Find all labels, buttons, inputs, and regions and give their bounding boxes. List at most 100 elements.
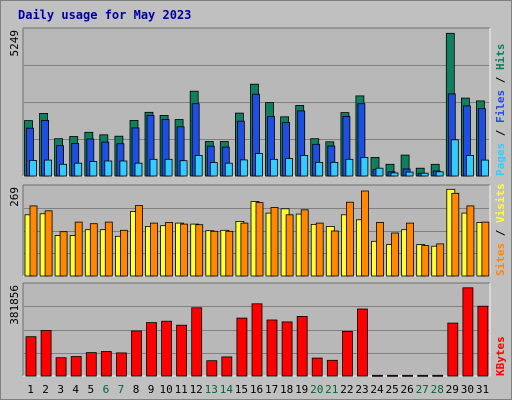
bar-kbytes-day-13 <box>206 360 218 377</box>
bar-kbytes-day-3 <box>55 357 67 377</box>
bar-kbytes-day-5 <box>85 352 97 377</box>
legend-kbytes: KBytes <box>494 336 507 376</box>
bar-sites-day-28 <box>436 243 445 277</box>
x-tick-label-day-17: 17 <box>265 383 278 396</box>
bar-pages-day-15 <box>239 159 248 177</box>
bar-sites-day-4 <box>74 221 83 277</box>
bar-pages-day-17 <box>270 158 278 177</box>
bar-sites-day-1 <box>29 205 38 277</box>
bar-pages-day-19 <box>300 154 309 177</box>
x-tick-label-day-1: 1 <box>27 383 34 396</box>
bar-sites-day-22 <box>345 201 354 277</box>
panel-bottom-legend-text: KBytes <box>494 336 507 376</box>
panel-middle-legend: Sites / Visits <box>494 183 507 276</box>
bar-kbytes-day-16 <box>251 303 263 377</box>
bar-sites-day-9 <box>150 222 158 277</box>
bar-sites-day-5 <box>89 223 98 277</box>
bar-pages-day-18 <box>285 158 294 177</box>
bar-kbytes-day-22 <box>341 330 353 377</box>
bar-kbytes-day-23 <box>356 308 368 377</box>
bar-pages-day-21 <box>330 161 339 177</box>
panel-bottom: 381856 KBytes <box>8 282 507 377</box>
panel-top-max-label: 5249 <box>8 30 21 57</box>
bar-sites-day-3 <box>59 231 68 277</box>
bar-sites-day-17 <box>270 207 279 277</box>
bar-kbytes-day-21 <box>326 359 338 377</box>
bar-sites-day-23 <box>360 190 369 277</box>
bar-kbytes-day-10 <box>161 320 173 377</box>
bar-sites-day-30 <box>466 205 475 277</box>
bar-pages-day-28 <box>435 171 444 177</box>
x-tick-label-day-23: 23 <box>355 383 368 396</box>
bar-pages-day-31 <box>480 159 489 177</box>
panel-middle: 269 Sites / Visits <box>8 183 507 277</box>
x-tick-label-day-22: 22 <box>340 383 353 396</box>
bar-kbytes-day-8 <box>131 330 142 377</box>
bar-kbytes-day-28 <box>432 374 444 377</box>
x-tick-label-day-19: 19 <box>295 383 308 396</box>
bar-pages-day-26 <box>405 171 414 177</box>
bar-sites-day-18 <box>285 214 294 277</box>
legend-sites: Sites <box>494 243 507 276</box>
bar-kbytes-day-2 <box>40 330 52 377</box>
bar-kbytes-day-12 <box>191 307 203 377</box>
x-tick-label-day-31: 31 <box>476 383 489 396</box>
bar-pages-day-22 <box>345 158 354 177</box>
bar-pages-day-11 <box>179 160 188 177</box>
x-tick-label-day-6: 6 <box>103 383 110 396</box>
bar-kbytes-day-9 <box>146 322 157 377</box>
panel-middle-legend-text: Sites / Visits <box>494 183 507 276</box>
bar-sites-day-25 <box>391 232 399 277</box>
bar-pages-day-10 <box>164 158 173 177</box>
legend-separator: / <box>494 70 507 90</box>
bar-sites-day-10 <box>165 221 174 277</box>
bar-pages-day-20 <box>315 161 324 177</box>
x-tick-label-day-15: 15 <box>235 383 248 396</box>
bar-kbytes-day-20 <box>311 357 323 377</box>
bar-pages-day-7 <box>119 160 128 177</box>
bar-pages-day-30 <box>465 154 474 177</box>
x-tick-label-day-2: 2 <box>42 383 49 396</box>
x-tick-label-day-29: 29 <box>446 383 459 396</box>
bar-pages-day-16 <box>255 153 263 177</box>
x-tick-label-day-25: 25 <box>385 383 398 396</box>
x-tick-label-day-18: 18 <box>280 383 293 396</box>
bar-pages-day-9 <box>149 158 158 177</box>
bar-sites-day-7 <box>120 229 128 277</box>
bar-pages-day-23 <box>360 156 369 177</box>
bar-pages-day-4 <box>74 162 83 177</box>
bar-kbytes-day-19 <box>296 315 308 377</box>
bar-sites-day-26 <box>406 222 415 277</box>
bar-kbytes-day-11 <box>176 324 188 377</box>
bar-kbytes-day-17 <box>266 319 278 377</box>
x-tick-label-day-14: 14 <box>220 383 234 396</box>
legend-separator: / <box>494 123 507 143</box>
bar-pages-day-14 <box>224 162 233 177</box>
bar-kbytes-day-1 <box>25 336 37 377</box>
x-tick-label-day-9: 9 <box>148 383 155 396</box>
x-tick-label-day-7: 7 <box>118 383 125 396</box>
legend-visits: Visits <box>494 183 507 223</box>
bar-kbytes-day-6 <box>100 351 112 377</box>
bar-kbytes-day-29 <box>447 322 459 377</box>
legend-files: Files <box>494 90 507 123</box>
bar-kbytes-day-15 <box>236 317 248 377</box>
bar-sites-day-31 <box>481 221 490 277</box>
bar-kbytes-day-31 <box>477 305 489 377</box>
bar-pages-day-8 <box>134 162 143 177</box>
x-tick-label-day-5: 5 <box>87 383 94 396</box>
bar-pages-day-27 <box>420 172 429 177</box>
x-tick-label-day-28: 28 <box>431 383 444 396</box>
bar-kbytes-day-24 <box>372 374 383 377</box>
x-tick-label-day-16: 16 <box>250 383 263 396</box>
bar-sites-day-11 <box>180 223 189 277</box>
bar-kbytes-day-27 <box>417 374 429 377</box>
legend-pages: Pages <box>494 143 507 176</box>
bar-kbytes-day-7 <box>116 352 127 377</box>
bar-sites-day-19 <box>300 209 309 277</box>
bar-pages-day-6 <box>104 160 113 177</box>
bar-sites-day-12 <box>195 224 204 277</box>
